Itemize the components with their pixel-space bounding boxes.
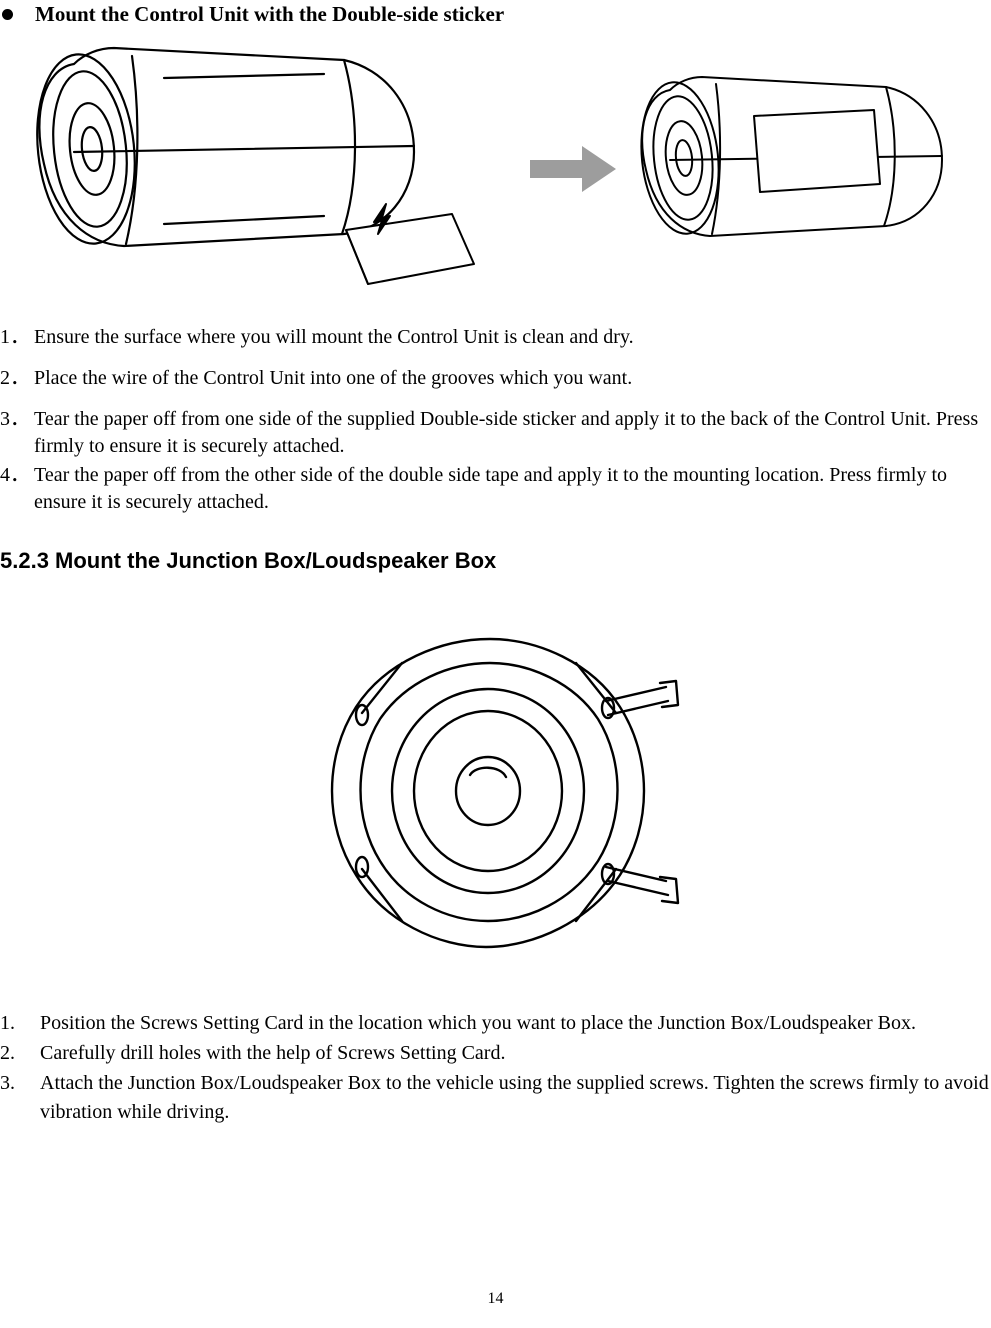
list-item: 3． Tear the paper off from one side of t… bbox=[0, 406, 991, 460]
list-item: 3. Attach the Junction Box/Loudspeaker B… bbox=[0, 1069, 991, 1127]
list-number: 1. bbox=[0, 1009, 40, 1038]
page-number: 14 bbox=[0, 1290, 991, 1308]
list-item: 1． Ensure the surface where you will mou… bbox=[0, 324, 991, 351]
illustration-control-unit-after bbox=[622, 66, 962, 266]
list-text: Ensure the surface where you will mount … bbox=[34, 324, 991, 351]
arrow-right-icon bbox=[530, 144, 616, 194]
list-number: 3． bbox=[0, 406, 34, 460]
list-number: 4． bbox=[0, 462, 34, 516]
list-text: Place the wire of the Control Unit into … bbox=[34, 365, 991, 392]
bullet-heading: Mount the Control Unit with the Double-s… bbox=[0, 2, 504, 27]
list-text: Tear the paper off from one side of the … bbox=[34, 406, 991, 460]
list-item: 1. Position the Screws Setting Card in t… bbox=[0, 1009, 991, 1038]
list-item: 2. Carefully drill holes with the help o… bbox=[0, 1039, 991, 1068]
mount-control-unit-steps: 1． Ensure the surface where you will mou… bbox=[0, 324, 991, 530]
list-number: 1． bbox=[0, 324, 34, 351]
section-heading: 5.2.3 Mount the Junction Box/Loudspeaker… bbox=[0, 548, 496, 574]
list-item: 4． Tear the paper off from the other sid… bbox=[0, 462, 991, 516]
page: Mount the Control Unit with the Double-s… bbox=[0, 0, 991, 1328]
list-text: Carefully drill holes with the help of S… bbox=[40, 1039, 991, 1068]
list-number: 2. bbox=[0, 1039, 40, 1068]
list-text: Position the Screws Setting Card in the … bbox=[40, 1009, 991, 1038]
list-number: 3. bbox=[0, 1069, 40, 1127]
bullet-heading-text: Mount the Control Unit with the Double-s… bbox=[35, 2, 504, 27]
mount-junction-box-steps: 1. Position the Screws Setting Card in t… bbox=[0, 1009, 991, 1128]
list-text: Tear the paper off from the other side o… bbox=[34, 462, 991, 516]
list-number: 2． bbox=[0, 365, 34, 392]
figure-mount-control-unit bbox=[14, 34, 944, 304]
illustration-junction-box bbox=[306, 605, 686, 985]
list-text: Attach the Junction Box/Loudspeaker Box … bbox=[40, 1069, 991, 1127]
bullet-icon bbox=[2, 9, 13, 20]
illustration-double-side-sticker bbox=[324, 194, 484, 304]
list-item: 2． Place the wire of the Control Unit in… bbox=[0, 365, 991, 392]
